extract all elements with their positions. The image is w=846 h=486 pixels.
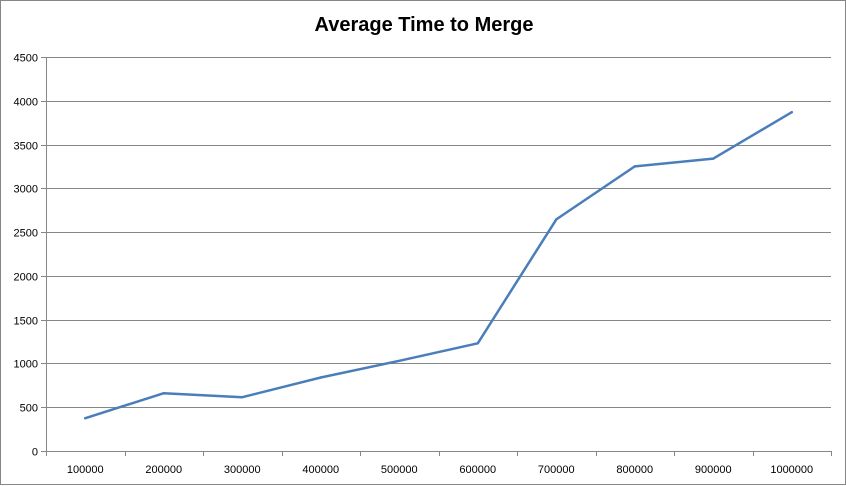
x-tick-label: 500000 bbox=[381, 464, 418, 476]
x-tick-label: 700000 bbox=[538, 464, 575, 476]
data-point bbox=[555, 218, 558, 221]
y-tick-label: 4000 bbox=[14, 97, 38, 109]
data-point bbox=[398, 359, 401, 363]
x-tick-label: 300000 bbox=[224, 464, 261, 476]
x-tick-label: 200000 bbox=[145, 464, 182, 476]
data-point bbox=[712, 157, 715, 160]
series-line bbox=[84, 110, 794, 420]
data-point bbox=[319, 376, 322, 379]
data-point bbox=[241, 395, 244, 399]
data-point bbox=[84, 416, 87, 420]
x-tick-label: 100000 bbox=[67, 464, 104, 476]
y-tick-label: 1000 bbox=[14, 359, 38, 371]
y-tick-label: 2500 bbox=[14, 228, 38, 240]
data-point bbox=[790, 110, 793, 114]
x-tick-label: 800000 bbox=[616, 464, 653, 476]
data-point bbox=[476, 342, 479, 345]
y-tick-label: 3500 bbox=[14, 141, 38, 153]
chart-title: Average Time to Merge bbox=[314, 14, 534, 36]
y-tick-label: 0 bbox=[32, 447, 38, 459]
y-tick-label: 4500 bbox=[14, 53, 38, 65]
x-tick-label: 600000 bbox=[459, 464, 496, 476]
x-tick-label: 1000000 bbox=[770, 464, 813, 476]
data-point bbox=[162, 392, 165, 395]
y-tick-label: 500 bbox=[20, 403, 38, 415]
y-tick-label: 3000 bbox=[14, 184, 38, 196]
x-tick-label: 900000 bbox=[695, 464, 732, 476]
y-tick-label: 1500 bbox=[14, 316, 38, 328]
y-tick-label: 2000 bbox=[14, 272, 38, 284]
x-tick-label: 400000 bbox=[302, 464, 339, 476]
data-point bbox=[633, 165, 636, 168]
